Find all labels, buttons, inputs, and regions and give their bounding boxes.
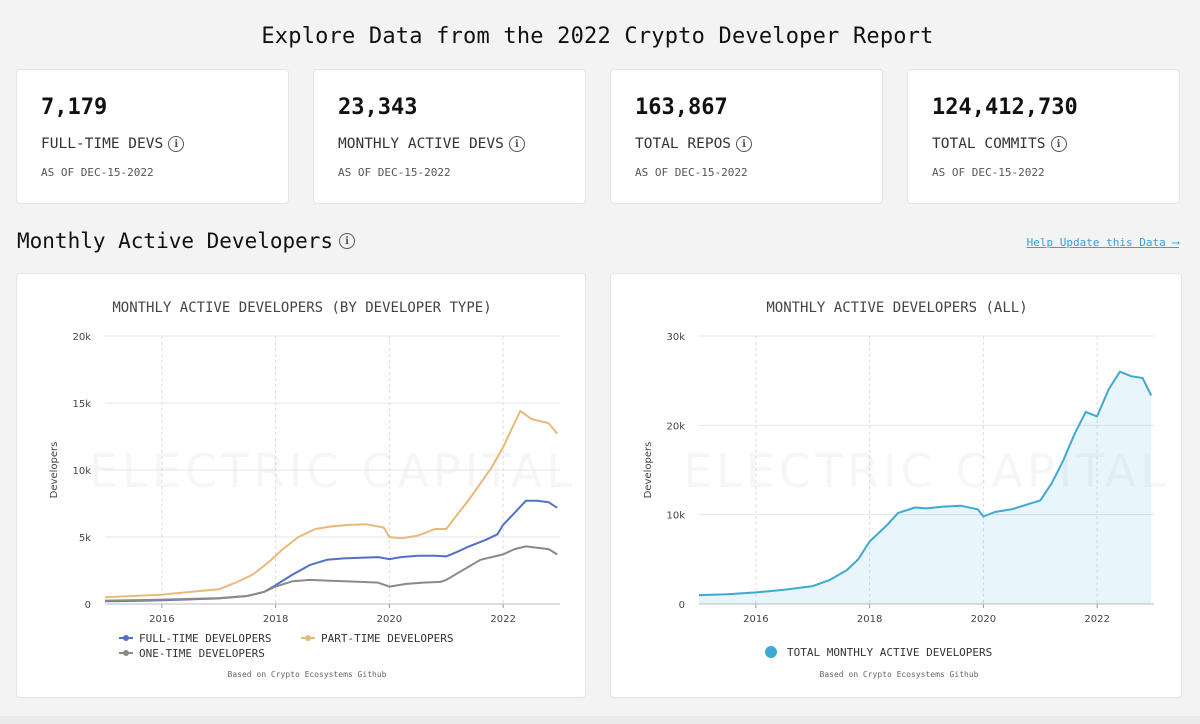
page-title: Explore Data from the 2022 Crypto Develo… [261, 24, 934, 49]
legend-marker [123, 650, 129, 656]
info-icon[interactable]: i [168, 136, 185, 152]
chart-by-developer-type: MONTHLY ACTIVE DEVELOPERS (BY DEVELOPER … [49, 300, 560, 679]
stat-label-text: TOTAL COMMITS [932, 136, 1046, 152]
legend-marker [123, 635, 129, 641]
series-line [104, 499, 558, 603]
stat-label: TOTAL REPOS i [635, 136, 753, 152]
chart-all-developers: MONTHLY ACTIVE DEVELOPERS (ALL)ELECTRIC … [643, 300, 1154, 679]
y-tick-label: 20k [666, 421, 685, 432]
section-title-text: Monthly Active Developers [17, 229, 334, 253]
stat-value: 23,343 [338, 95, 418, 120]
stat-date: AS OF DEC-15-2022 [338, 166, 451, 179]
chart-card-by-type: MONTHLY ACTIVE DEVELOPERS (BY DEVELOPER … [16, 273, 586, 698]
stat-date: AS OF DEC-15-2022 [41, 166, 154, 179]
series-line [104, 410, 558, 599]
series-line [104, 545, 558, 602]
stat-value: 7,179 [41, 95, 108, 120]
help-update-data-link[interactable]: Help Update this Data ⟶ [1026, 236, 1179, 249]
info-icon[interactable]: i [1050, 136, 1067, 152]
legend-label: FULL-TIME DEVELOPERS [139, 632, 271, 645]
info-icon[interactable]: i [339, 233, 356, 249]
x-tick-label: 2022 [490, 614, 515, 625]
info-icon[interactable]: i [508, 136, 525, 152]
y-tick-label: 10k [72, 466, 91, 477]
x-tick-label: 2018 [857, 614, 882, 625]
x-tick-label: 2020 [377, 614, 402, 625]
y-axis-label: Developers [643, 442, 654, 499]
y-tick-label: 0 [679, 600, 685, 611]
x-tick-label: 2020 [971, 614, 996, 625]
stat-date: AS OF DEC-15-2022 [932, 166, 1045, 179]
chart-title: MONTHLY ACTIVE DEVELOPERS (ALL) [766, 300, 1027, 316]
legend-label: PART-TIME DEVELOPERS [321, 632, 453, 645]
legend-label: TOTAL MONTHLY ACTIVE DEVELOPERS [787, 646, 992, 659]
source-note: Based on Crypto Ecosystems Github [820, 670, 979, 679]
stat-card-full-time-devs: 7,179 FULL-TIME DEVS i AS OF DEC-15-2022 [16, 69, 289, 204]
stat-label-text: FULL-TIME DEVS [41, 136, 164, 152]
y-tick-label: 10k [666, 511, 685, 522]
stat-date: AS OF DEC-15-2022 [635, 166, 748, 179]
stat-label-text: MONTHLY ACTIVE DEVS [338, 136, 504, 152]
stat-card-total-repos: 163,867 TOTAL REPOS i AS OF DEC-15-2022 [610, 69, 883, 204]
series-area [699, 371, 1152, 604]
section-title: Monthly Active Developers i [17, 229, 356, 253]
stat-value: 124,412,730 [932, 95, 1078, 120]
stat-value: 163,867 [635, 95, 728, 120]
chart-title: MONTHLY ACTIVE DEVELOPERS (BY DEVELOPER … [112, 300, 491, 316]
source-note: Based on Crypto Ecosystems Github [228, 670, 387, 679]
info-icon[interactable]: i [736, 136, 753, 152]
y-tick-label: 0 [85, 600, 91, 611]
y-tick-label: 15k [72, 399, 91, 410]
x-tick-label: 2022 [1084, 614, 1109, 625]
stat-label-text: TOTAL REPOS [635, 136, 732, 152]
stat-card-total-commits: 124,412,730 TOTAL COMMITS i AS OF DEC-15… [907, 69, 1180, 204]
y-tick-label: 20k [72, 332, 91, 343]
legend-marker [305, 635, 311, 641]
stat-label: MONTHLY ACTIVE DEVS i [338, 136, 525, 152]
x-tick-label: 2018 [263, 614, 288, 625]
x-tick-label: 2016 [743, 614, 768, 625]
x-tick-label: 2016 [149, 614, 174, 625]
stat-label: FULL-TIME DEVS i [41, 136, 185, 152]
y-tick-label: 5k [79, 533, 91, 544]
legend-label: ONE-TIME DEVELOPERS [139, 647, 265, 660]
legend-marker [765, 646, 777, 658]
series-line [698, 370, 1153, 597]
next-section-edge [0, 716, 1200, 724]
stat-label: TOTAL COMMITS i [932, 136, 1067, 152]
y-tick-label: 30k [666, 332, 685, 343]
y-axis-label: Developers [49, 442, 60, 499]
stat-card-monthly-active-devs: 23,343 MONTHLY ACTIVE DEVS i AS OF DEC-1… [313, 69, 586, 204]
chart-card-all: MONTHLY ACTIVE DEVELOPERS (ALL) ELECTRIC … [610, 273, 1182, 698]
